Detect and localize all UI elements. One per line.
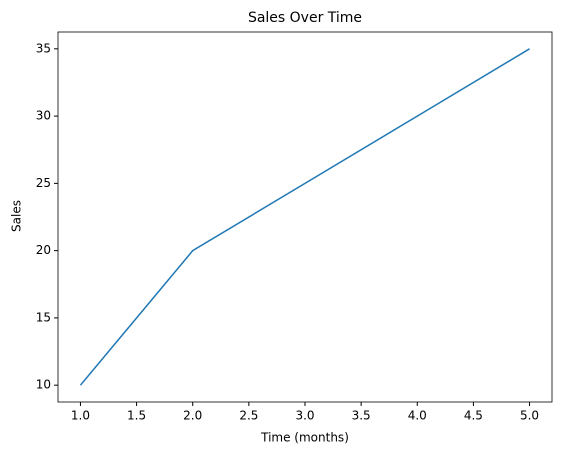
x-tick-label: 3.0 [295,409,314,423]
x-tick-label: 5.0 [520,409,539,423]
line [79,48,530,386]
x-tick-label: 3.5 [352,409,371,423]
y-tick-label: 10 [36,378,51,392]
x-tick-label: 2.5 [239,409,258,423]
x-axis-label: Time (months) [260,431,349,445]
plot-frame [57,31,553,403]
y-tick-label: 25 [36,176,51,190]
x-tick-label: 4.5 [464,409,483,423]
y-axis-label: Sales [10,200,24,232]
x-tick-label: 2.0 [183,409,202,423]
y-tick-label: 15 [36,310,51,324]
x-tick-label: 1.0 [71,409,90,423]
x-tick-label: 1.5 [127,409,146,423]
y-tick-label: 30 [36,109,51,123]
y-tick-label: 35 [36,41,51,55]
chart-title: Sales Over Time [248,10,362,26]
x-tick-label: 4.0 [408,409,427,423]
y-tick-label: 20 [36,243,51,257]
